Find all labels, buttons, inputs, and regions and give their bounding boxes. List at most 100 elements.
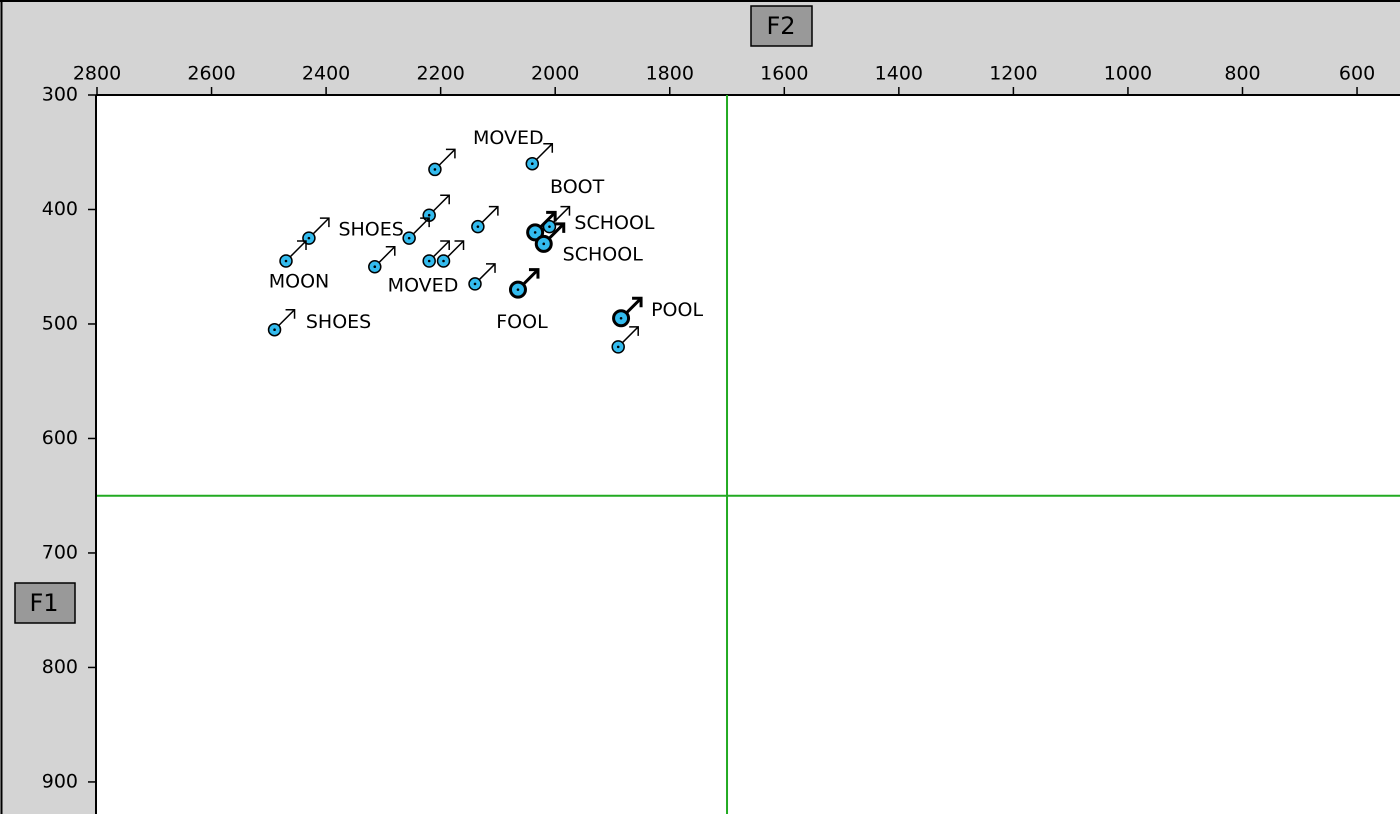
point [525, 142, 554, 171]
point [508, 268, 540, 299]
point-label: SHOES [338, 219, 403, 241]
point-part [486, 263, 496, 273]
x-tick-label: 1000 [1104, 63, 1152, 85]
x-tick-label: 2600 [187, 63, 235, 85]
point-part [481, 206, 499, 223]
point-part [546, 210, 557, 222]
point-part [427, 213, 431, 217]
x-tick-label: 2800 [73, 63, 121, 85]
point-part [447, 240, 465, 258]
point-part [407, 236, 411, 240]
y-axis-label: F1 [29, 589, 58, 617]
point-part [530, 162, 534, 165]
point [368, 245, 396, 274]
point-part [442, 259, 445, 263]
point-label: FOOL [496, 311, 548, 333]
point-part [307, 236, 311, 240]
y-tick-label: 800 [42, 656, 78, 678]
y-tick-label: 300 [42, 84, 78, 106]
x-tick-label: 600 [1339, 63, 1375, 85]
point-part [432, 240, 450, 258]
point-part [285, 308, 296, 319]
point-part [273, 328, 276, 332]
y-tick-label: 700 [42, 541, 78, 563]
point-part [289, 240, 307, 258]
point-part [629, 326, 639, 336]
point [267, 308, 296, 337]
point-part [621, 326, 639, 344]
point [534, 222, 566, 253]
point-label: MOVED [473, 127, 544, 149]
point-part [278, 309, 296, 327]
x-tick-label: 1600 [760, 63, 808, 85]
point-part [433, 168, 437, 171]
y-axis-label-box [14, 582, 76, 624]
point-part [548, 225, 551, 228]
y-tick-label: 900 [42, 770, 78, 792]
point-label: POOL [651, 299, 703, 321]
point-part [535, 143, 553, 161]
x-tick-label: 2200 [416, 63, 464, 85]
point [279, 240, 307, 268]
point-part [427, 259, 431, 263]
point-part [440, 194, 450, 205]
point-part [319, 217, 330, 228]
point [428, 148, 456, 177]
point-part [440, 240, 450, 251]
point-part [533, 231, 537, 234]
point-part [454, 240, 465, 251]
x-tick-label: 1200 [989, 63, 1037, 85]
point-part [385, 245, 396, 256]
point-part [516, 288, 520, 291]
point-part [438, 148, 456, 166]
y-tick-label: 500 [42, 312, 78, 334]
point-part [445, 148, 456, 159]
point [422, 240, 450, 268]
point-part [632, 296, 643, 308]
point-part [432, 194, 450, 212]
x-axis-label-box [750, 5, 813, 47]
point-label: SHOES [306, 311, 371, 333]
point [436, 240, 465, 268]
point-part [284, 259, 288, 263]
point-part [625, 297, 643, 315]
point-label: SCHOOL [574, 212, 655, 234]
point-part [547, 222, 565, 240]
point-part [539, 211, 557, 229]
plot-area [97, 95, 1400, 814]
point-part [560, 205, 571, 216]
point-part [473, 282, 477, 286]
point [402, 217, 430, 245]
point-label: MOON [269, 271, 330, 293]
x-tick-label: 1800 [646, 63, 694, 85]
point-part [378, 246, 396, 264]
point-part [297, 240, 307, 251]
point-part [312, 217, 330, 235]
point [611, 326, 639, 354]
point-label: SCHOOL [563, 243, 644, 265]
point [612, 296, 643, 328]
x-tick-label: 2000 [531, 63, 579, 85]
point-part [542, 242, 546, 246]
x-tick-label: 1400 [875, 63, 923, 85]
point [526, 210, 557, 242]
x-axis-label: F2 [766, 12, 795, 40]
point-label: MOVED [388, 274, 459, 296]
point [471, 205, 499, 234]
point-part [488, 205, 499, 216]
point-part [420, 217, 430, 228]
point-part [616, 345, 620, 349]
point-part [528, 268, 540, 279]
y-tick-label: 400 [42, 198, 78, 220]
point-part [478, 263, 496, 281]
point-part [543, 142, 554, 153]
point-part [373, 265, 377, 269]
point-label: BOOT [550, 176, 605, 198]
point-part [476, 225, 480, 228]
point [468, 263, 496, 291]
x-tick-label: 2400 [302, 63, 350, 85]
point-part [554, 222, 566, 233]
point-part [619, 316, 623, 320]
